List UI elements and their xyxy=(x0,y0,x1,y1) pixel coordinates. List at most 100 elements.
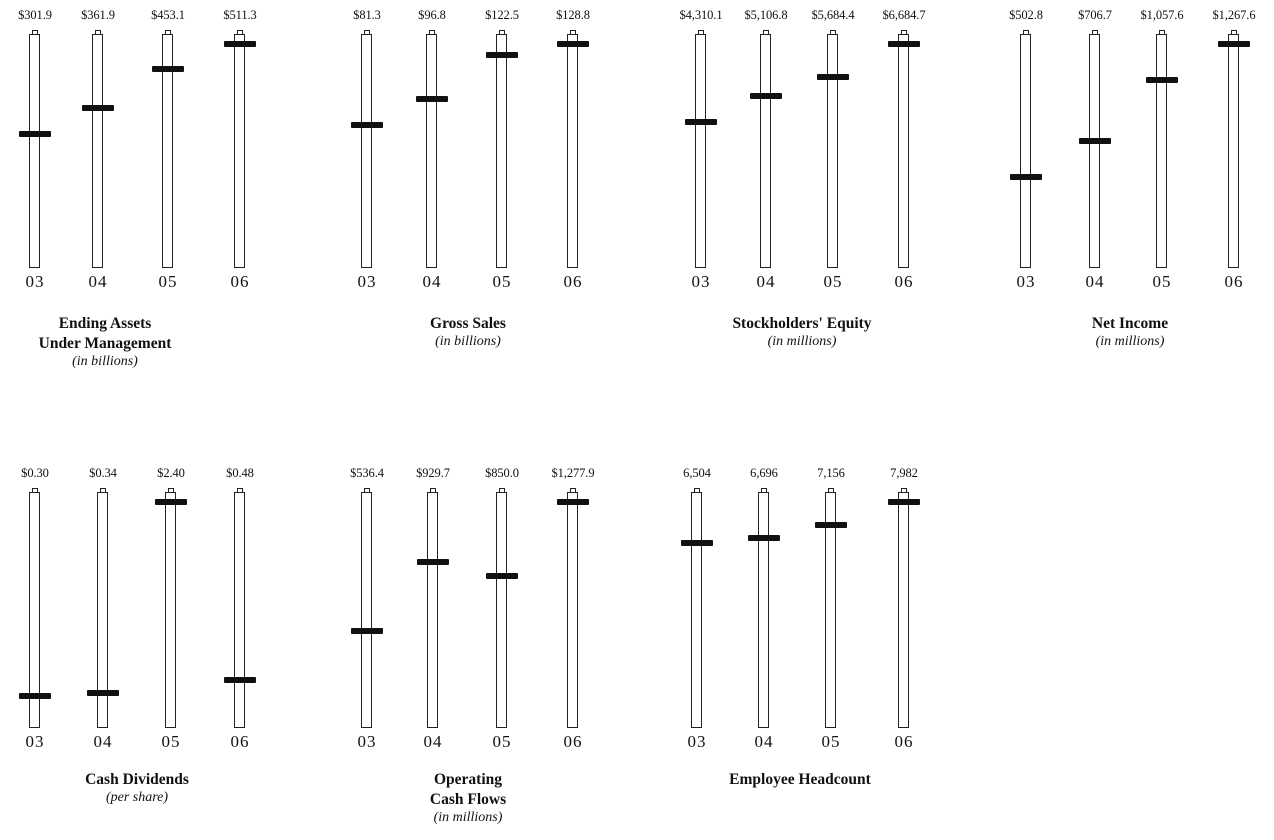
value-label: $128.8 xyxy=(556,8,590,22)
year-tick-label: 06 xyxy=(1224,272,1244,291)
tube-cap xyxy=(95,30,101,34)
chart-title: Cash Flows xyxy=(429,791,507,808)
value-marker xyxy=(888,499,920,505)
value-label: $5,106.8 xyxy=(744,8,788,22)
tube-cap xyxy=(828,488,834,492)
year-tick-label: 03 xyxy=(687,732,707,751)
tube-cap xyxy=(763,30,769,34)
chart-subtitle: (in billions) xyxy=(72,354,138,369)
bar-tube xyxy=(898,34,909,268)
value-label: $6,684.7 xyxy=(882,8,926,22)
value-label: 6,504 xyxy=(683,466,711,480)
chart-title: Stockholders' Equity xyxy=(732,315,872,332)
bar-tube xyxy=(1228,34,1239,268)
year-tick-label: 04 xyxy=(422,272,442,291)
year-tick-label: 03 xyxy=(25,272,45,291)
bar-tube xyxy=(165,492,176,728)
value-label: $301.9 xyxy=(18,8,52,22)
bar-tube xyxy=(1089,34,1100,268)
bar-tube xyxy=(29,492,40,728)
tube-cap xyxy=(570,30,576,34)
chart-title: Ending Assets xyxy=(58,315,152,332)
year-tick-label: 04 xyxy=(754,732,774,751)
bar-tube xyxy=(496,34,507,268)
value-label: $850.0 xyxy=(485,466,519,480)
value-label: $4,310.1 xyxy=(679,8,723,22)
value-label: $81.3 xyxy=(353,8,381,22)
year-tick-label: 04 xyxy=(93,732,113,751)
tube-cap xyxy=(429,30,435,34)
value-label: $0.48 xyxy=(226,466,254,480)
tube-cap xyxy=(761,488,767,492)
bar-tube xyxy=(29,34,40,268)
year-tick-label: 05 xyxy=(492,732,512,751)
value-marker xyxy=(1146,77,1178,84)
bar-tube xyxy=(825,492,836,728)
tube-cap xyxy=(830,30,836,34)
value-marker xyxy=(486,573,518,580)
value-label: $502.8 xyxy=(1009,8,1043,22)
chart-title: Cash Dividends xyxy=(85,771,189,788)
year-tick-label: 03 xyxy=(357,732,377,751)
tube-cap xyxy=(364,488,370,492)
value-label: $929.7 xyxy=(416,466,450,480)
bar-tube xyxy=(427,492,438,728)
year-tick-label: 05 xyxy=(823,272,843,291)
year-tick-label: 03 xyxy=(691,272,711,291)
value-marker xyxy=(19,693,51,700)
chart-subtitle: (in millions) xyxy=(433,810,503,825)
value-label: 7,982 xyxy=(890,466,918,480)
value-marker xyxy=(888,41,920,47)
tube-cap xyxy=(364,30,370,34)
value-marker xyxy=(681,540,713,547)
tube-cap xyxy=(698,30,704,34)
value-label: $2.40 xyxy=(157,466,185,480)
tube-cap xyxy=(237,488,243,492)
bar-tube xyxy=(97,492,108,728)
bar-tube xyxy=(695,34,706,268)
chart-subtitle: (in millions) xyxy=(767,334,837,349)
value-marker xyxy=(417,559,449,566)
tube-cap xyxy=(901,488,907,492)
bar-tube xyxy=(361,34,372,268)
year-tick-label: 04 xyxy=(423,732,443,751)
year-tick-label: 06 xyxy=(894,272,914,291)
value-marker xyxy=(224,41,256,47)
year-tick-label: 05 xyxy=(158,272,178,291)
value-marker xyxy=(1079,138,1111,145)
bar-tube xyxy=(827,34,838,268)
year-tick-label: 06 xyxy=(230,732,250,751)
bar-tube xyxy=(162,34,173,268)
value-marker xyxy=(152,66,184,73)
chart-title: Gross Sales xyxy=(430,315,506,332)
bar-tube xyxy=(1020,34,1031,268)
value-marker xyxy=(351,627,383,634)
value-marker xyxy=(486,51,518,58)
bar-tube xyxy=(760,34,771,268)
value-marker xyxy=(87,689,119,696)
year-tick-label: 03 xyxy=(25,732,45,751)
bar-tube xyxy=(496,492,507,728)
tube-cap xyxy=(1159,30,1165,34)
value-marker xyxy=(685,119,717,126)
bar-tube xyxy=(92,34,103,268)
year-tick-label: 03 xyxy=(357,272,377,291)
bar-tube xyxy=(567,492,578,728)
bar-tube xyxy=(758,492,769,728)
year-tick-label: 06 xyxy=(563,732,583,751)
tube-cap xyxy=(499,30,505,34)
value-label: $453.1 xyxy=(151,8,185,22)
tube-cap xyxy=(499,488,505,492)
year-tick-label: 06 xyxy=(563,272,583,291)
value-label: $122.5 xyxy=(485,8,519,22)
value-label: $706.7 xyxy=(1078,8,1112,22)
year-tick-label: 04 xyxy=(88,272,108,291)
value-marker xyxy=(1010,173,1042,180)
chart-subtitle: (in millions) xyxy=(1095,334,1165,349)
year-tick-label: 05 xyxy=(821,732,841,751)
value-marker xyxy=(748,534,780,541)
value-label: $96.8 xyxy=(418,8,446,22)
year-tick-label: 05 xyxy=(492,272,512,291)
value-label: 6,696 xyxy=(750,466,778,480)
tube-cap xyxy=(430,488,436,492)
